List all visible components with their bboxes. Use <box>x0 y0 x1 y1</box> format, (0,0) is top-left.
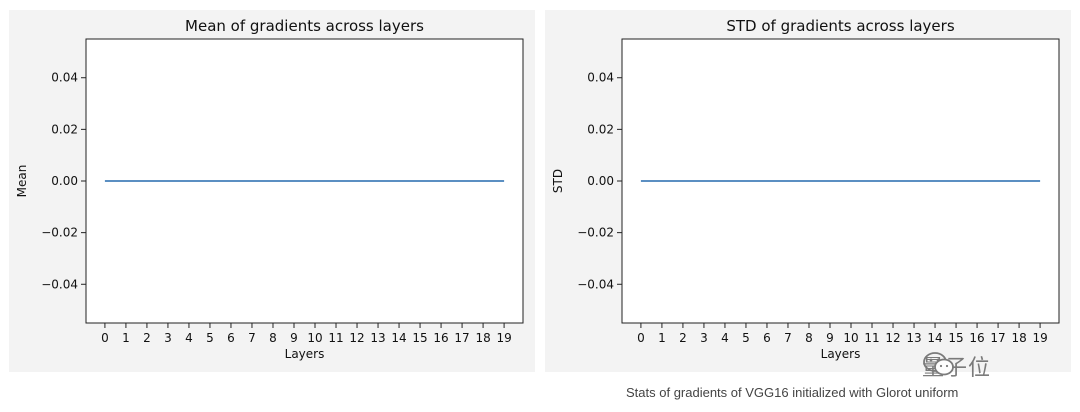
y-tick-label: −0.02 <box>577 226 614 240</box>
y-tick-label: −0.04 <box>41 277 78 291</box>
x-tick-label: 13 <box>906 331 921 345</box>
x-tick-label: 15 <box>948 331 963 345</box>
mean-chart: Mean of gradients across layers 0.04 0.02 0… <box>15 17 524 361</box>
x-tick-label: 14 <box>927 331 942 345</box>
x-tick-label: 10 <box>843 331 858 345</box>
y-axis-label: Mean <box>15 165 29 198</box>
x-tick-label: 7 <box>784 331 792 345</box>
x-tick-label: 2 <box>679 331 687 345</box>
chart-title: Mean of gradients across layers <box>185 17 424 35</box>
x-tick-label: 11 <box>864 331 879 345</box>
x-tick-label: 16 <box>969 331 984 345</box>
x-tick-label: 18 <box>1011 331 1026 345</box>
x-tick-label: 5 <box>742 331 750 345</box>
x-tick-label: 3 <box>164 331 172 345</box>
x-tick-label: 8 <box>805 331 813 345</box>
std-chart: STD of gradients across layers 0.04 0.02 0.… <box>551 17 1060 361</box>
x-tick-label: 18 <box>475 331 490 345</box>
y-tick-label: −0.02 <box>41 226 78 240</box>
x-tick-label: 17 <box>990 331 1005 345</box>
x-tick-label: 5 <box>206 331 214 345</box>
x-tick-label: 9 <box>826 331 834 345</box>
y-tick-label: 0.04 <box>587 71 614 85</box>
x-axis-label: Layers <box>285 347 325 361</box>
y-axis-label: STD <box>551 169 565 193</box>
chart-panel-mean: Mean of gradients across layers 0.04 0.02 0… <box>9 10 535 372</box>
chart-panel-std: STD of gradients across layers 0.04 0.02 0.… <box>545 10 1071 372</box>
y-tick-label: −0.04 <box>577 277 614 291</box>
watermark: 量子位 <box>922 350 991 382</box>
x-tick-label: 4 <box>721 331 729 345</box>
chart-title: STD of gradients across layers <box>726 17 954 35</box>
x-tick-label: 1 <box>122 331 130 345</box>
x-tick-label: 4 <box>185 331 193 345</box>
x-tick-label: 15 <box>412 331 427 345</box>
x-tick-label: 8 <box>269 331 277 345</box>
x-tick-label: 10 <box>307 331 322 345</box>
x-tick-label: 14 <box>391 331 406 345</box>
x-tick-label: 1 <box>658 331 666 345</box>
wechat-icon <box>923 352 954 376</box>
x-tick-label: 13 <box>370 331 385 345</box>
x-tick-label: 2 <box>143 331 151 345</box>
y-tick-label: 0.04 <box>51 71 78 85</box>
x-tick-label: 0 <box>101 331 109 345</box>
x-tick-label: 0 <box>637 331 645 345</box>
x-axis-label: Layers <box>821 347 861 361</box>
x-tick-label: 19 <box>496 331 511 345</box>
x-tick-label: 3 <box>700 331 708 345</box>
x-tick-label: 11 <box>328 331 343 345</box>
y-tick-label: 0.00 <box>587 174 614 188</box>
figure-caption: Stats of gradients of VGG16 initialized … <box>626 385 959 400</box>
x-tick-label: 12 <box>885 331 900 345</box>
x-tick-label: 16 <box>433 331 448 345</box>
watermark-text: 量子位 <box>922 356 992 381</box>
x-tick-label: 6 <box>227 331 235 345</box>
y-tick-label: 0.02 <box>51 122 78 136</box>
y-tick-label: 0.02 <box>587 122 614 136</box>
x-tick-label: 12 <box>349 331 364 345</box>
x-tick-label: 7 <box>248 331 256 345</box>
x-tick-label: 6 <box>763 331 771 345</box>
x-tick-label: 9 <box>290 331 298 345</box>
x-tick-label: 17 <box>454 331 469 345</box>
x-tick-label: 19 <box>1032 331 1047 345</box>
y-tick-label: 0.00 <box>51 174 78 188</box>
